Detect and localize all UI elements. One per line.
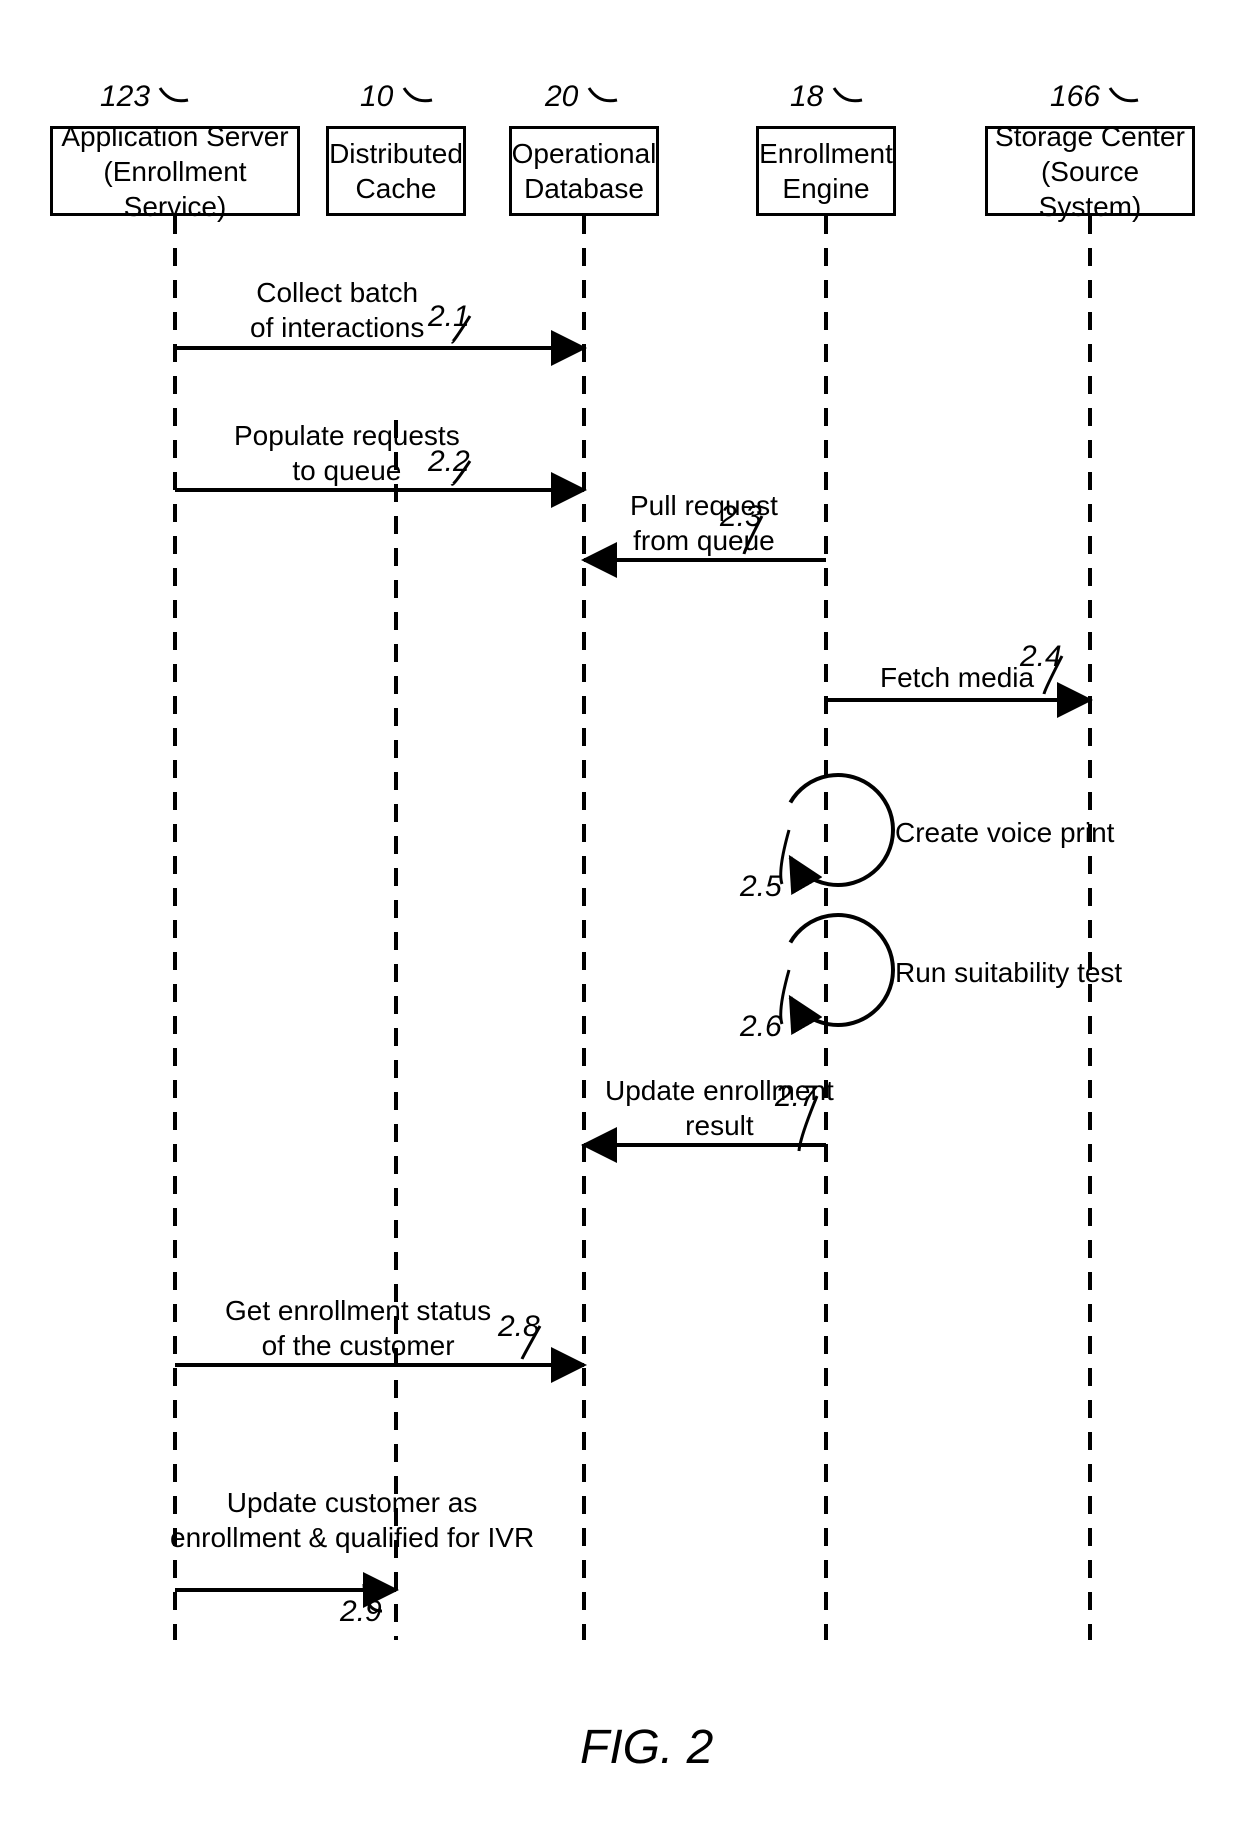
ref-enroll-eng: 18	[790, 80, 872, 114]
msg-label-2.8: Get enrollment statusof the customer	[225, 1293, 491, 1363]
participant-label: Application Server(Enrollment Service)	[57, 119, 293, 224]
participant-op-db: OperationalDatabase	[509, 126, 659, 216]
self-msg-2.6	[790, 915, 893, 1025]
msg-label-2.9: Update customer asenrollment & qualified…	[170, 1485, 534, 1555]
diagram-overlay	[0, 0, 1240, 1831]
ref-dist-cache: 10	[360, 80, 442, 114]
step-2.5: 2.5	[740, 870, 782, 904]
participant-label: OperationalDatabase	[512, 136, 657, 206]
step-2.4: 2.4	[1020, 640, 1062, 674]
ref-app-server: 123	[100, 80, 198, 114]
ref-storage: 166	[1050, 80, 1148, 114]
ref-op-db: 20	[545, 80, 627, 114]
step-2.2: 2.2	[428, 445, 470, 479]
step-2.1: 2.1	[428, 300, 470, 334]
participant-app-server: Application Server(Enrollment Service)	[50, 126, 300, 216]
participant-label: DistributedCache	[329, 136, 463, 206]
msg-label-2.1: Collect batchof interactions	[250, 275, 424, 345]
step-2.9: 2.9	[340, 1595, 382, 1629]
step-2.7: 2.7	[775, 1080, 817, 1114]
self-msg-2.5	[790, 775, 893, 885]
msg-label-2.2: Populate requeststo queue	[234, 418, 460, 488]
participant-label: Storage Center(Source System)	[992, 119, 1188, 224]
step-2.8: 2.8	[498, 1310, 540, 1344]
step-2.6: 2.6	[740, 1010, 782, 1044]
participant-dist-cache: DistributedCache	[326, 126, 466, 216]
step-2.3: 2.3	[720, 500, 762, 534]
figure-label: FIG. 2	[580, 1720, 713, 1775]
msg-label-2.5: Create voice print	[895, 815, 1114, 850]
participant-storage: Storage Center(Source System)	[985, 126, 1195, 216]
participant-enroll-eng: EnrollmentEngine	[756, 126, 896, 216]
msg-label-2.6: Run suitability test	[895, 955, 1122, 990]
participant-label: EnrollmentEngine	[759, 136, 893, 206]
msg-label-2.4: Fetch media	[880, 660, 1034, 695]
